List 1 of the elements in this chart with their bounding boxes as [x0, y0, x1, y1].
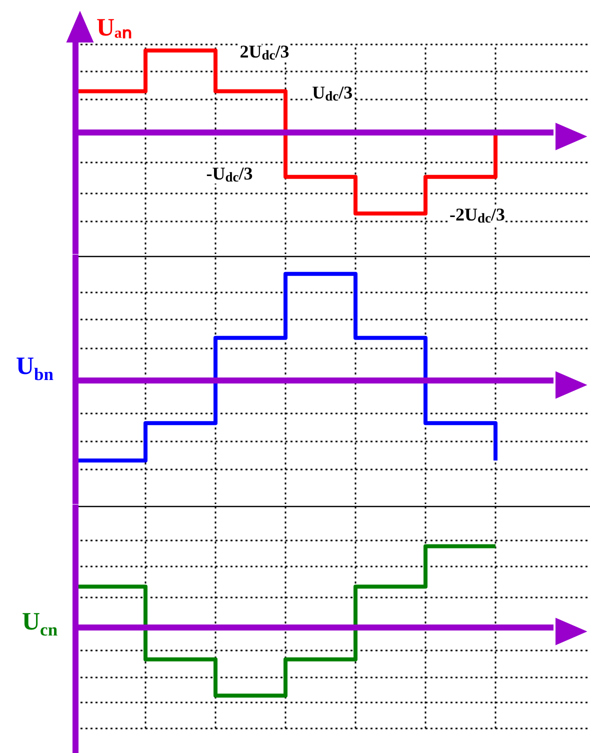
series-label: Uₐₙ — [96, 14, 132, 42]
